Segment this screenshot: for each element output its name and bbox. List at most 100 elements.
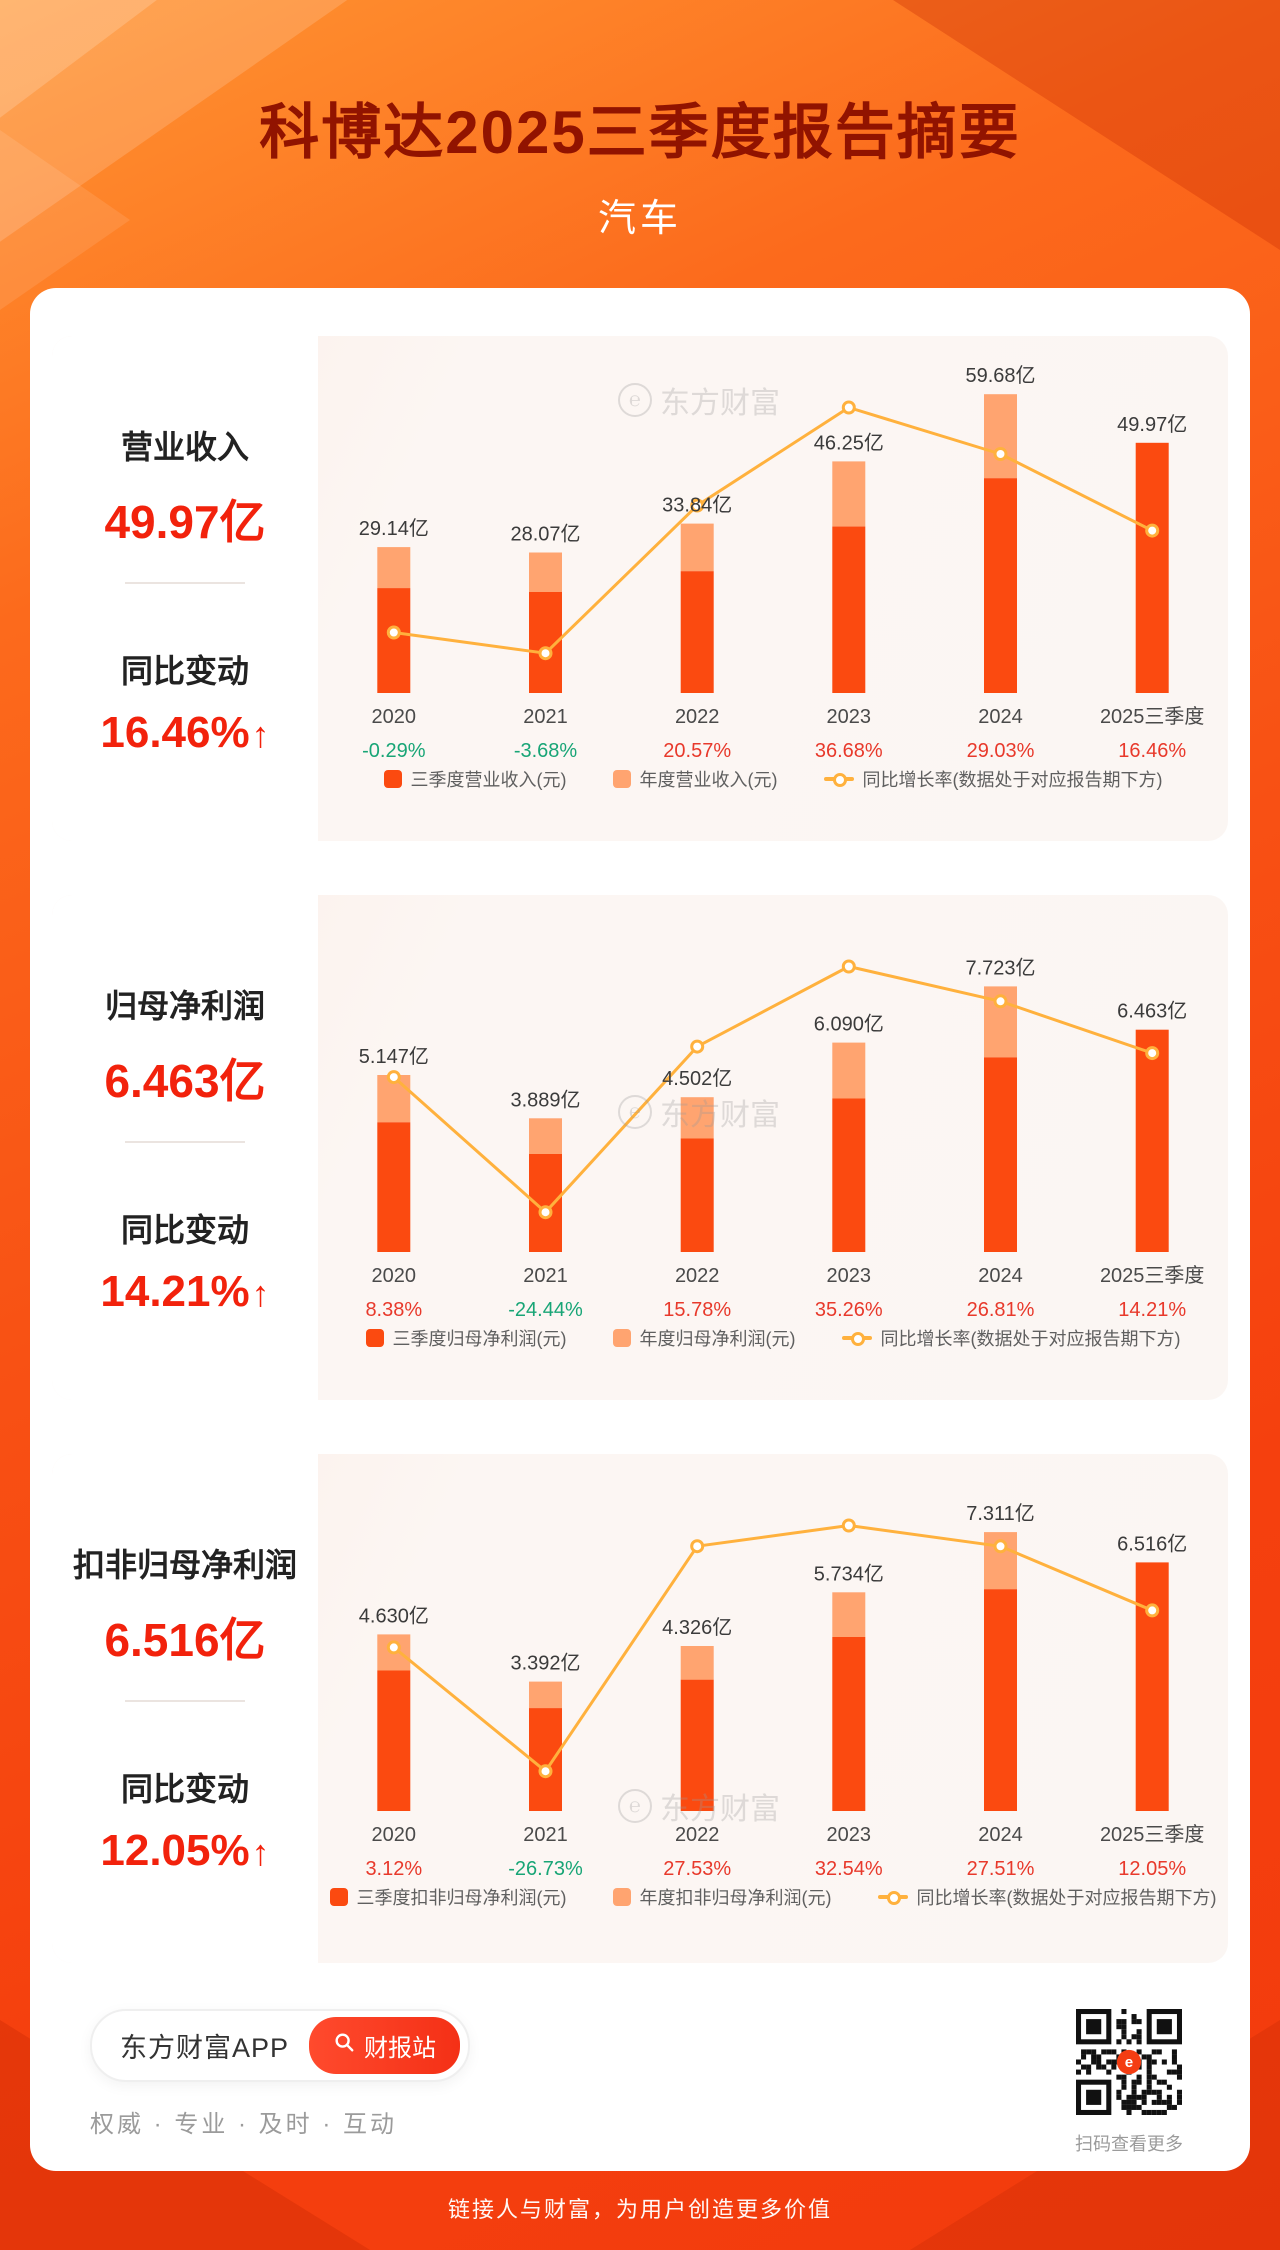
report-card: 营业收入 49.97亿 同比变动 16.46%↑ 29.14亿 2020 -0.29… (30, 288, 1250, 2171)
metric-value: 6.516亿 (104, 1614, 266, 1666)
category-label: 2025三季度 (1100, 705, 1205, 728)
growth-label: 3.12% (365, 1858, 422, 1880)
q3-bar (377, 588, 411, 693)
sidebar-divider (125, 582, 245, 584)
growth-marker (1145, 1603, 1160, 1618)
up-arrow-icon: ↑ (251, 1832, 270, 1873)
growth-marker (1145, 1046, 1160, 1061)
annual-bar (529, 1118, 562, 1154)
growth-marker (841, 400, 856, 415)
q3-bar (1135, 1562, 1169, 1811)
legend-swatch-annual (612, 1329, 631, 1347)
growth-label: 35.26% (815, 1299, 883, 1321)
growth-marker (1145, 523, 1160, 538)
bar-value-label: 6.516亿 (1117, 1532, 1187, 1555)
up-arrow-icon: ↑ (251, 1273, 270, 1314)
growth-marker (690, 1039, 705, 1054)
app-pill: 东方财富APP 财报站 (90, 2009, 471, 2082)
revenue-chart-area: 29.14亿 2020 -0.29% 28.07亿 2021 -3.68% 33.84亿 20… (318, 336, 1228, 841)
legend-label: 同比增长率(数据处于对应报告期下方) (880, 1329, 1181, 1349)
growth-label: 27.51% (967, 1858, 1035, 1880)
category-label: 2025三季度 (1100, 1264, 1205, 1287)
category-label: 2022 (675, 706, 720, 728)
card-footer: 东方财富APP 财报站 权威 · 专业 · 及时 · 互动 e 扫码查看更多 (30, 2009, 1250, 2156)
chart-legend: 三季度扣非归母净利润(元) 年度扣非归母净利润(元) 同比增长率(数据处于对应报告期… (318, 1884, 1228, 1910)
q3-bar (984, 1589, 1017, 1811)
q3-bar (832, 526, 866, 693)
legend-label: 同比增长率(数据处于对应报告期下方) (862, 770, 1163, 790)
metric-value: 49.97亿 (104, 496, 266, 548)
chart-svg: 5.147亿 2020 8.38% 3.889亿 2021 -24.44% 4.502亿 20… (359, 956, 1205, 1321)
growth-label: 27.53% (663, 1858, 731, 1880)
bar-value-label: 7.311亿 (966, 1502, 1035, 1525)
search-icon (333, 2031, 355, 2060)
legend-swatch-annual (612, 770, 631, 788)
category-label: 2024 (978, 1265, 1023, 1287)
bar-value-label: 4.502亿 (662, 1067, 732, 1090)
growth-label: -3.68% (514, 740, 578, 762)
report-station-button[interactable]: 财报站 (309, 2017, 461, 2074)
growth-label: 26.81% (967, 1299, 1035, 1321)
non-gaap-net-profit-panel: 扣非归母净利润 6.516亿 同比变动 12.05%↑ 4.630亿 2020 3.… (52, 1454, 1228, 1963)
footer-left: 东方财富APP 财报站 权威 · 专业 · 及时 · 互动 (90, 2009, 471, 2139)
net-profit-panel: 归母净利润 6.463亿 同比变动 14.21%↑ 5.147亿 2020 8.38… (52, 895, 1228, 1400)
legend-swatch-line (823, 773, 854, 787)
growth-marker (993, 447, 1008, 461)
qr-block: e 扫码查看更多 (1064, 2009, 1194, 2156)
category-label: 2021 (523, 1824, 568, 1846)
bar-value-label: 5.734亿 (814, 1562, 884, 1585)
sidebar-divider (125, 1700, 245, 1702)
legend-label: 年度扣非归母净利润(元) (639, 1888, 832, 1908)
legend-swatch-q3 (329, 1888, 348, 1906)
growth-marker (386, 1640, 401, 1655)
category-label: 2021 (523, 706, 568, 728)
sidebar-divider (125, 1141, 245, 1143)
category-label: 2025三季度 (1100, 1823, 1205, 1846)
q3-bar (377, 1670, 411, 1811)
change-value: 12.05%↑ (100, 1826, 270, 1875)
legend-swatch-q3 (365, 1329, 384, 1347)
bar-value-label: 29.14亿 (359, 517, 429, 540)
category-label: 2024 (978, 1824, 1023, 1846)
non-gaap-chart-area: 4.630亿 2020 3.12% 3.392亿 2021 -26.73% 4.326亿 20… (318, 1454, 1228, 1963)
legend-item: 年度扣非归母净利润(元) (612, 1884, 832, 1910)
non-gaap-sidebar: 扣非归母净利润 6.516亿 同比变动 12.05%↑ (52, 1454, 318, 1963)
industry-subtitle: 汽车 (597, 198, 682, 240)
legend-label: 三季度营业收入(元) (410, 770, 567, 790)
growth-label: 12.05% (1118, 1858, 1186, 1880)
growth-label: 36.68% (815, 740, 883, 762)
revenue-panel: 营业收入 49.97亿 同比变动 16.46%↑ 29.14亿 2020 -0.29… (52, 336, 1228, 841)
chart-legend: 三季度归母净利润(元) 年度归母净利润(元) 同比增长率(数据处于对应报告期下方) (318, 1325, 1228, 1351)
bar-value-label: 59.68亿 (965, 364, 1035, 387)
annual-bar (377, 547, 411, 589)
growth-label: -0.29% (362, 740, 426, 762)
net-profit-chart-area: 5.147亿 2020 8.38% 3.889亿 2021 -24.44% 4.502亿 20… (318, 895, 1228, 1400)
revenue-sidebar: 营业收入 49.97亿 同比变动 16.46%↑ (52, 336, 318, 841)
legend-label: 年度营业收入(元) (639, 770, 778, 790)
bottom-slogan: 链接人与财富，为用户创造更多价值 (447, 2197, 832, 2222)
bar-value-label: 33.84亿 (662, 494, 732, 517)
q3-bar (1135, 1029, 1169, 1252)
bar-value-label: 4.630亿 (359, 1604, 429, 1627)
app-name: 东方财富APP (120, 2033, 290, 2063)
growth-label: 32.54% (815, 1858, 883, 1880)
growth-marker (538, 1205, 553, 1220)
growth-marker (841, 1518, 856, 1533)
q3-bar (832, 1098, 866, 1252)
category-label: 2023 (827, 1824, 872, 1846)
annual-bar (529, 1681, 562, 1709)
growth-label: 16.46% (1118, 740, 1186, 762)
legend-label: 同比增长率(数据处于对应报告期下方) (916, 1888, 1217, 1908)
change-label: 同比变动 (120, 1212, 249, 1248)
category-label: 2023 (827, 1265, 872, 1287)
legend-item: 同比增长率(数据处于对应报告期下方) (823, 766, 1163, 792)
legend-item: 同比增长率(数据处于对应报告期下方) (841, 1325, 1181, 1351)
legend-swatch-annual (612, 1888, 631, 1906)
growth-marker (690, 1539, 705, 1554)
tagline: 权威 · 专业 · 及时 · 互动 (90, 2111, 397, 2138)
growth-label: 15.78% (663, 1299, 731, 1321)
growth-label: 29.03% (967, 740, 1035, 762)
page-title: 科博达2025三季度报告摘要 (259, 99, 1021, 166)
legend-item: 三季度扣非归母净利润(元) (329, 1884, 567, 1910)
poster-header: 科博达2025三季度报告摘要 汽车 (0, 0, 1280, 242)
